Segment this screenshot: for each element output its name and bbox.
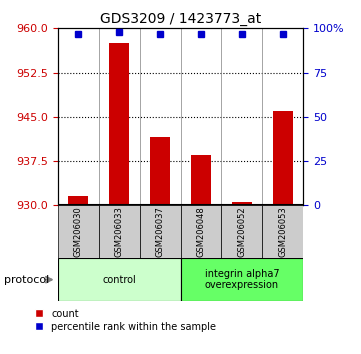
Text: GSM206048: GSM206048 [196, 206, 205, 257]
Bar [232, 202, 252, 205]
Bar [150, 137, 170, 205]
Bar [99, 205, 140, 258]
Bar [180, 258, 303, 301]
Bar [180, 205, 221, 258]
Bar [68, 196, 88, 205]
Bar [140, 205, 180, 258]
Text: GSM206033: GSM206033 [115, 206, 123, 257]
Bar [262, 205, 303, 258]
Bar [58, 258, 180, 301]
Text: integrin alpha7
overexpression: integrin alpha7 overexpression [205, 269, 279, 291]
Text: protocol: protocol [4, 275, 49, 285]
Bar [191, 155, 211, 205]
Bar [58, 205, 99, 258]
Bar [221, 205, 262, 258]
Title: GDS3209 / 1423773_at: GDS3209 / 1423773_at [100, 12, 261, 26]
Text: control: control [102, 275, 136, 285]
Legend: count, percentile rank within the sample: count, percentile rank within the sample [34, 309, 216, 332]
Text: GSM206030: GSM206030 [74, 206, 83, 257]
Bar [109, 43, 129, 205]
Text: GSM206037: GSM206037 [156, 206, 165, 257]
Text: GSM206052: GSM206052 [238, 206, 246, 257]
Bar [273, 111, 293, 205]
Text: GSM206053: GSM206053 [278, 206, 287, 257]
